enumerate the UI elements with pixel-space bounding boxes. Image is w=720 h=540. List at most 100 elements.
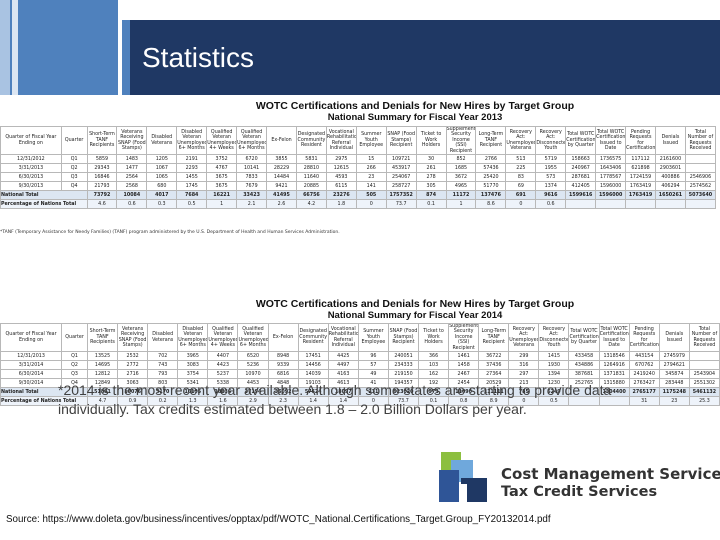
column-header: Recovery Act: Unemployed Veterans: [505, 125, 537, 156]
table-cell: 3754: [177, 369, 209, 380]
logo-line-2: Tax Credit Services: [501, 484, 658, 500]
table-cell: 3/31/2014: [0, 360, 63, 371]
table-cell: 36722: [478, 351, 510, 362]
table-cell: 6/30/2014: [0, 369, 63, 380]
table-cell: 240967: [565, 163, 597, 174]
table-2014-title: WOTC Certifications and Denials for New …: [255, 298, 575, 310]
column-header: Pending Requests for Certification: [628, 322, 660, 353]
column-header: Recovery Act: Disconnected Youth: [535, 125, 567, 156]
table-cell: 2191: [176, 154, 208, 165]
column-header: SNAP (Food Stamps) Recipient: [385, 125, 417, 156]
table-cell: 15: [355, 154, 387, 165]
table-cell: 874: [415, 190, 447, 201]
table-cell: 0.6: [116, 199, 148, 210]
table-cell: 9339: [267, 360, 299, 371]
table-cell: 2903601: [655, 163, 686, 174]
header-stripe: [0, 0, 10, 95]
column-header: Disabled Veteran Unemployed 6+ Months: [177, 322, 209, 353]
table-cell: 1461: [448, 351, 480, 362]
table-cell: Q1: [60, 154, 88, 165]
table-row: 12/31/2013 Q1 13525 2532 702 3965 4407 6520 8948…: [0, 351, 720, 362]
table-row: 3/31/2013 Q2 29343 1477 1067 2293 4767 10141 282…: [0, 163, 717, 174]
table-cell: 2745979: [658, 351, 690, 362]
column-header: Short-Term TANF Recipients: [86, 322, 119, 353]
table-cell: 387681: [568, 369, 600, 380]
note-text: *2014 is the most recent year available.…: [58, 382, 612, 417]
column-header: Recovery Act: Disconnected Youth: [538, 322, 570, 353]
table-cell: 3855: [266, 154, 297, 165]
table-cell: 9/30/2013: [0, 181, 62, 192]
table-cell: 2.1: [236, 199, 268, 210]
table-cell: 7679: [236, 181, 268, 192]
table-cell: 2161600: [655, 154, 686, 165]
table-cell: 2467: [448, 369, 480, 380]
table-cell: 9/30/2014: [0, 378, 63, 389]
table-cell: 297: [508, 369, 540, 380]
header-accent: [122, 20, 130, 95]
table-cell: 103: [418, 360, 450, 371]
table-cell: 4407: [207, 351, 239, 362]
table-row: 12/31/2012 Q1 5859 1483 1205 2191 3752 6720 3855…: [0, 154, 717, 165]
table-cell: 1685: [445, 163, 477, 174]
table-cell: 225: [505, 163, 537, 174]
table-cell: 4767: [206, 163, 238, 174]
table-cell: Q1: [61, 351, 88, 362]
table-cell: 17451: [297, 351, 329, 362]
table-cell: 33423: [236, 190, 268, 201]
column-header: Vocational Rehabilitation Referral Indiv…: [327, 322, 359, 353]
table-cell: 12812: [86, 369, 119, 380]
table-cell: 5461132: [688, 387, 720, 398]
table-cell: 453917: [385, 163, 417, 174]
table-cell: Q2: [61, 360, 88, 371]
table-cell: [684, 199, 717, 210]
table-cell: Q3: [60, 172, 88, 183]
table-cell: 10141: [236, 163, 268, 174]
table-cell: 1778567: [595, 172, 627, 183]
table-cell: 28229: [266, 163, 297, 174]
table-cell: 4593: [325, 172, 357, 183]
table-cell: 2551302: [688, 378, 720, 389]
table-cell: 117112: [625, 154, 657, 165]
table-cell: 2766: [475, 154, 507, 165]
column-header: Total Number of Requests Received: [684, 125, 717, 156]
table-cell: 10970: [237, 369, 269, 380]
table-cell: 670762: [628, 360, 660, 371]
table-cell: 287681: [565, 172, 597, 183]
table-2013-footnote: *TANF (Temporary Assistance for Needy Fa…: [0, 230, 340, 235]
column-header: Vocational Rehabilitation Referral Indiv…: [325, 125, 357, 156]
table-cell: 1.8: [325, 199, 357, 210]
table-2014: Quarter of Fiscal Year Ending on Quarter S…: [0, 322, 720, 407]
table-cell: 11172: [445, 190, 477, 201]
table-cell: 2293: [176, 163, 208, 174]
column-header: Ex-Felon: [267, 322, 299, 353]
table-cell: 5859: [86, 154, 118, 165]
column-header: Quarter: [60, 125, 88, 156]
table-cell: 702: [147, 351, 179, 362]
table-cell: 16846: [86, 172, 118, 183]
table-cell: 2532: [117, 351, 149, 362]
header-title-bar: [122, 20, 720, 95]
table-cell: 2794621: [658, 360, 690, 371]
table-cell: 6816: [267, 369, 299, 380]
table-cell: 1745: [176, 181, 208, 192]
table-cell: 12/31/2013: [0, 351, 63, 362]
table-cell: 1736575: [595, 154, 627, 165]
table-cell: 20885: [295, 181, 327, 192]
table-cell: Q3: [61, 369, 88, 380]
table-cell: 1483: [116, 154, 148, 165]
table-cell: 23276: [325, 190, 357, 201]
table-cell: 4163: [327, 369, 359, 380]
column-header: Qualified Veteran Unemployed 6+ Months: [237, 322, 269, 353]
table-cell: 4.2: [295, 199, 327, 210]
column-header: Denials Issued: [655, 125, 686, 156]
table-cell: 1: [206, 199, 238, 210]
table-cell: 158663: [565, 154, 597, 165]
column-header: Total WOTC Certifications Issued to Date: [598, 322, 630, 353]
column-header: Veterans Receiving SNAP (Food Stamps): [116, 125, 148, 156]
source-citation: Source: https://www.doleta.gov/business/…: [6, 514, 551, 525]
table-cell: 8948: [267, 351, 299, 362]
table-cell: 23: [355, 172, 387, 183]
table-cell: 2543904: [688, 369, 720, 380]
table-cell: 3672: [445, 172, 477, 183]
table-cell: 109721: [385, 154, 417, 165]
